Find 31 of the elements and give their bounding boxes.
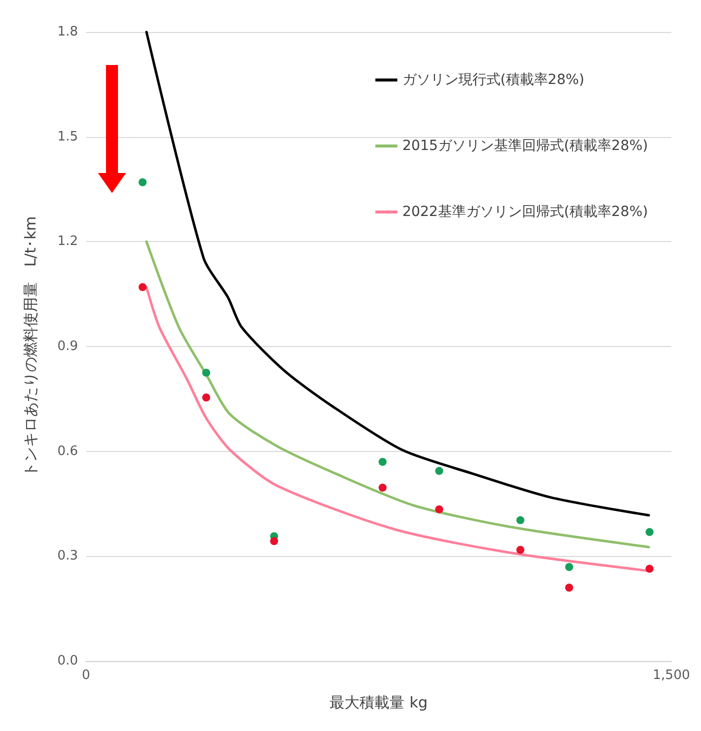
point (565, 563, 574, 571)
point (646, 528, 654, 536)
point (202, 368, 210, 377)
legend-label: 2022基準ガソリン回帰式(積載率28%) (402, 204, 648, 220)
line-series (145, 240, 650, 548)
x-tick-label: 1,500 (652, 668, 690, 683)
y-tick-label: 0.0 (57, 654, 78, 668)
y-tick-label: 1.2 (57, 234, 78, 250)
y-tick-label: 1.5 (57, 129, 78, 144)
point (516, 516, 524, 524)
point (435, 466, 444, 475)
point (378, 484, 387, 492)
point (138, 178, 147, 186)
point (516, 546, 524, 554)
x-tick-label: 0 (82, 668, 90, 683)
point (202, 394, 210, 402)
line-series (145, 30, 650, 517)
point (565, 584, 574, 592)
point (138, 283, 147, 292)
x-axis-title: 最大積載量 kg (330, 694, 428, 712)
point (435, 505, 444, 514)
y-axis-title: トンキロあたりの燃料使用量 L/t･km (22, 216, 40, 477)
legend-label: ガソリン現行式(積載率28%) (402, 72, 584, 88)
point (378, 458, 387, 466)
legend-label: 2015ガソリン基準回帰式(積載率28%) (402, 138, 648, 154)
y-tick-label: 1.8 (57, 24, 78, 40)
y-tick-label: 0.3 (57, 548, 78, 564)
y-tick-label: 0.9 (57, 339, 78, 354)
y-tick-label: 0.6 (57, 444, 78, 459)
point (270, 537, 278, 546)
point (646, 564, 654, 573)
